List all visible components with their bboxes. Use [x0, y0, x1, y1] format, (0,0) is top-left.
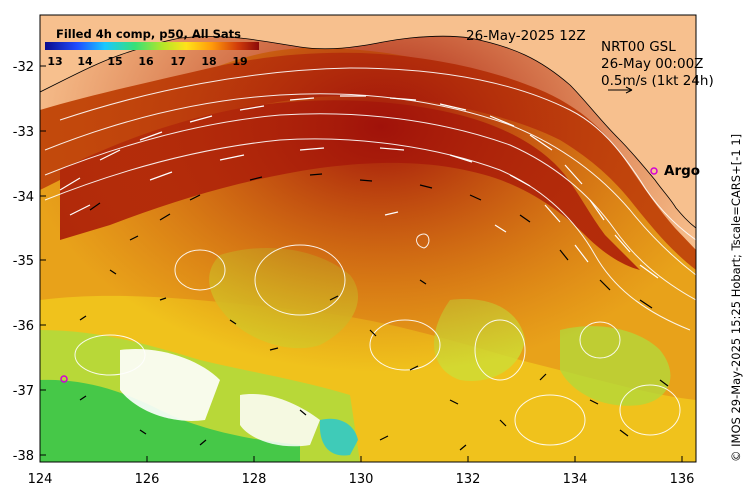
- date-label: 26-May-2025 12Z: [466, 28, 586, 44]
- product-line: NRT00 GSL: [601, 39, 676, 55]
- lat-tick-label: -35: [13, 254, 34, 269]
- plot-frame: [39, 14, 697, 463]
- colorbar-tick-label: 14: [77, 55, 93, 68]
- colorbar-tick-label: 18: [201, 55, 216, 68]
- lat-tick-label: -36: [13, 319, 34, 334]
- lon-tick-label: 132: [456, 472, 481, 487]
- lat-tick-label: -34: [13, 190, 34, 205]
- lon-axis: 124 126 128 130 132 134 136: [28, 456, 695, 487]
- lat-tick-label: -32: [13, 60, 34, 75]
- lon-tick-label: 128: [242, 472, 267, 487]
- colorbar: Filled 4h comp, p50, All Sats 13 14 15 1…: [45, 27, 259, 68]
- lon-tick-label: 124: [28, 472, 53, 487]
- plot-area: [40, 15, 696, 462]
- lat-tick-label: -37: [13, 384, 34, 399]
- ssh-contours: [44, 67, 696, 446]
- lat-tick-label: -38: [13, 449, 34, 464]
- colorbar-title: Filled 4h comp, p50, All Sats: [56, 27, 241, 41]
- lon-tick-label: 136: [670, 472, 695, 487]
- lon-tick-label: 126: [135, 472, 160, 487]
- lat-tick-label: -33: [13, 125, 34, 140]
- lon-tick-label: 130: [349, 472, 374, 487]
- colorbar-tick-label: 13: [47, 55, 62, 68]
- argo-label: Argo: [664, 163, 700, 179]
- lat-axis: -32 -33 -34 -35 -36 -37 -38: [13, 60, 46, 464]
- colorbar-tick-label: 15: [107, 55, 122, 68]
- colorbar-tick-label: 19: [232, 55, 247, 68]
- current-vectors: [59, 95, 669, 451]
- argo-float-marker[interactable]: [650, 167, 658, 175]
- product-line: 26-May 00:00Z: [601, 56, 703, 72]
- credit-label: © IMOS 29-May-2025 15:25 Hobart; Tscale=…: [729, 134, 743, 462]
- lon-tick-label: 134: [563, 472, 588, 487]
- product-line: 0.5m/s (1kt 24h): [601, 73, 714, 89]
- argo-float-marker-2[interactable]: [60, 375, 68, 383]
- colorbar-ramp: [45, 42, 259, 50]
- australian-coast: [40, 15, 696, 229]
- colorbar-tick-label: 16: [138, 55, 154, 68]
- scale-arrow-head: [625, 86, 633, 94]
- colorbar-tick-label: 17: [170, 55, 185, 68]
- product-info: NRT00 GSL 26-May 00:00Z 0.5m/s (1kt 24h): [601, 39, 714, 94]
